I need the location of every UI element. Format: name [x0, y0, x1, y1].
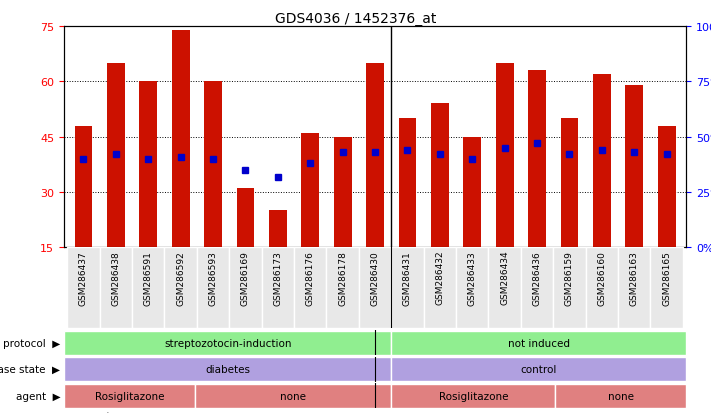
Text: GSM286430: GSM286430 — [370, 250, 380, 305]
Text: protocol  ▶: protocol ▶ — [3, 338, 60, 348]
Text: GSM286432: GSM286432 — [435, 250, 444, 305]
Text: GSM286159: GSM286159 — [565, 250, 574, 305]
Bar — [195, 384, 392, 408]
Bar — [359, 248, 391, 328]
Bar — [399, 119, 417, 248]
Bar — [75, 126, 92, 248]
Text: GSM286178: GSM286178 — [338, 250, 347, 305]
Bar — [528, 71, 546, 248]
Text: GSM286173: GSM286173 — [273, 250, 282, 305]
Bar — [64, 331, 392, 355]
Text: disease state  ▶: disease state ▶ — [0, 364, 60, 374]
Text: GSM286431: GSM286431 — [403, 250, 412, 305]
Bar — [269, 211, 287, 248]
Text: count: count — [82, 411, 111, 413]
Bar — [392, 384, 555, 408]
Bar — [553, 248, 586, 328]
Bar — [333, 137, 351, 248]
Bar — [68, 248, 100, 328]
Bar — [496, 64, 513, 248]
Bar — [456, 248, 488, 328]
Bar — [555, 384, 686, 408]
Text: control: control — [520, 364, 557, 374]
Text: ■: ■ — [68, 411, 78, 413]
Text: streptozotocin-induction: streptozotocin-induction — [164, 338, 292, 348]
Text: GSM286160: GSM286160 — [597, 250, 606, 305]
Bar — [488, 248, 521, 328]
Text: none: none — [280, 391, 306, 401]
Bar — [560, 119, 578, 248]
Bar — [392, 331, 686, 355]
Bar — [197, 248, 229, 328]
Bar — [229, 248, 262, 328]
Bar — [391, 248, 424, 328]
Text: GSM286438: GSM286438 — [112, 250, 120, 305]
Text: GSM286176: GSM286176 — [306, 250, 315, 305]
Bar — [618, 248, 651, 328]
Bar — [586, 248, 618, 328]
Text: GSM286169: GSM286169 — [241, 250, 250, 305]
Text: GSM286163: GSM286163 — [630, 250, 638, 305]
Bar — [139, 82, 157, 248]
Bar — [204, 82, 222, 248]
Bar — [64, 357, 392, 381]
Text: GSM286436: GSM286436 — [533, 250, 542, 305]
Bar — [431, 104, 449, 248]
Bar — [294, 248, 326, 328]
Bar — [164, 248, 197, 328]
Text: GSM286591: GSM286591 — [144, 250, 153, 305]
Bar — [262, 248, 294, 328]
Bar — [626, 86, 643, 248]
Text: GSM286437: GSM286437 — [79, 250, 88, 305]
Text: GSM286592: GSM286592 — [176, 250, 185, 305]
Text: not induced: not induced — [508, 338, 570, 348]
Bar — [424, 248, 456, 328]
Text: none: none — [608, 391, 634, 401]
Bar — [326, 248, 359, 328]
Text: GSM286593: GSM286593 — [208, 250, 218, 305]
Bar — [100, 248, 132, 328]
Bar — [172, 31, 190, 248]
Text: GSM286434: GSM286434 — [500, 250, 509, 305]
Bar — [658, 126, 675, 248]
Text: GSM286165: GSM286165 — [662, 250, 671, 305]
Bar — [107, 64, 124, 248]
Bar — [392, 357, 686, 381]
Bar — [64, 384, 195, 408]
Bar — [366, 64, 384, 248]
Text: GDS4036 / 1452376_at: GDS4036 / 1452376_at — [275, 12, 436, 26]
Text: diabetes: diabetes — [205, 364, 250, 374]
Text: GSM286433: GSM286433 — [468, 250, 477, 305]
Bar — [651, 248, 683, 328]
Bar — [301, 134, 319, 248]
Text: Rosiglitazone: Rosiglitazone — [439, 391, 508, 401]
Text: Rosiglitazone: Rosiglitazone — [95, 391, 164, 401]
Bar — [593, 75, 611, 248]
Bar — [521, 248, 553, 328]
Bar — [237, 189, 255, 248]
Bar — [464, 137, 481, 248]
Bar — [132, 248, 164, 328]
Text: agent  ▶: agent ▶ — [16, 391, 60, 401]
